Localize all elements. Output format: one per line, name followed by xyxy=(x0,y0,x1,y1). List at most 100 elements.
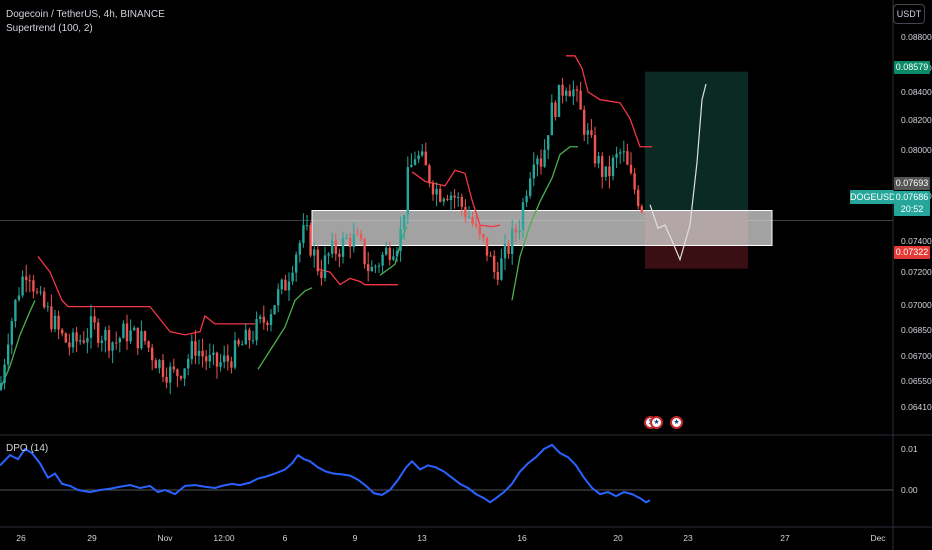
candle-body xyxy=(349,238,352,247)
candle-body xyxy=(478,226,481,235)
candle-body xyxy=(413,159,417,165)
indicator-label[interactable]: Supertrend (100, 2) xyxy=(6,23,93,34)
time-axis-label: 23 xyxy=(683,533,693,543)
candle-body xyxy=(572,89,575,97)
us-flag-event-icon[interactable]: ★ xyxy=(670,416,683,429)
dpo-label[interactable]: DPO (14) xyxy=(6,443,49,454)
time-axis-label: 13 xyxy=(417,533,427,543)
level-price-tag: 0.07693 xyxy=(894,177,930,190)
candle-body xyxy=(302,225,305,243)
support-zone-box xyxy=(311,210,773,246)
candle-body xyxy=(399,228,402,251)
candle-body xyxy=(53,315,57,330)
candle-body xyxy=(154,360,157,369)
candle-body xyxy=(298,242,301,255)
dpo-axis-label: 0.01 xyxy=(901,444,918,454)
candle-body xyxy=(507,243,510,255)
candle-body xyxy=(622,151,625,153)
candle-body xyxy=(115,342,118,344)
candle-body xyxy=(133,327,136,331)
candle-body xyxy=(269,314,273,326)
candle-body xyxy=(248,329,251,341)
candle-body xyxy=(244,329,247,345)
candle-body xyxy=(583,109,586,135)
candle-body xyxy=(233,340,237,368)
symbol-price-label: DOGEUSDT xyxy=(850,190,902,204)
supertrend-down-segment-7 xyxy=(566,55,652,148)
candle-body xyxy=(25,276,28,281)
candle-body xyxy=(97,322,100,343)
candle-body xyxy=(32,280,35,292)
candle-body xyxy=(197,350,201,356)
candle-body xyxy=(496,271,499,280)
candle-body xyxy=(262,316,265,323)
candle-body xyxy=(565,90,568,96)
candle-body xyxy=(172,366,175,370)
candle-body xyxy=(179,376,183,379)
candle-body xyxy=(320,271,323,279)
candle-body xyxy=(100,340,103,343)
currency-button[interactable]: USDT xyxy=(893,4,925,24)
price-axis-label: 0.08000 xyxy=(901,145,932,155)
candle-body xyxy=(316,249,319,272)
price-axis-label: 0.08400 xyxy=(901,87,932,97)
candle-body xyxy=(377,265,381,267)
candle-body xyxy=(388,247,391,260)
supertrend-down-segment-5 xyxy=(411,169,501,228)
candle-body xyxy=(305,225,309,227)
candle-body xyxy=(431,183,435,195)
candle-body xyxy=(287,281,291,291)
candle-body xyxy=(370,267,373,272)
candle-body xyxy=(212,352,215,355)
candle-body xyxy=(608,166,611,177)
candle-body xyxy=(539,158,543,167)
candle-body xyxy=(158,360,161,369)
candle-body xyxy=(453,195,456,198)
candle-body xyxy=(449,195,453,200)
candle-body xyxy=(597,156,600,164)
candle-body xyxy=(619,152,622,154)
candle-body xyxy=(568,90,571,97)
symbol-title[interactable]: Dogecoin / TetherUS, 4h, BINANCE xyxy=(6,9,165,20)
candle-body xyxy=(406,167,409,215)
candle-body xyxy=(435,188,438,195)
candle-body xyxy=(446,198,449,200)
candle-body xyxy=(259,316,262,320)
candle-body xyxy=(313,249,316,256)
candle-body xyxy=(125,323,129,342)
candle-body xyxy=(629,164,633,174)
candle-body xyxy=(237,340,240,345)
candle-body xyxy=(39,291,42,293)
candle-body xyxy=(511,228,514,255)
countdown-tag: 20:52 xyxy=(894,203,930,216)
price-axis-label: 0.06550 xyxy=(901,376,932,386)
candle-body xyxy=(500,258,503,280)
candle-body xyxy=(611,157,615,177)
candle-body xyxy=(57,315,60,330)
us-flag-event-icon[interactable]: ★ xyxy=(650,416,663,429)
candle-body xyxy=(187,359,190,369)
candle-body xyxy=(417,155,420,160)
candle-body xyxy=(327,253,330,256)
candle-body xyxy=(359,234,363,239)
candle-body xyxy=(529,178,532,196)
candle-body xyxy=(223,355,226,363)
candle-body xyxy=(93,316,96,323)
candle-body xyxy=(485,237,489,256)
candle-body xyxy=(86,337,89,343)
candle-body xyxy=(277,289,280,306)
candle-body xyxy=(3,364,6,384)
candle-body xyxy=(140,331,143,349)
candle-body xyxy=(151,347,154,361)
candle-body xyxy=(129,330,132,342)
candle-body xyxy=(637,189,640,207)
candle-body xyxy=(111,342,114,351)
candle-body xyxy=(68,342,71,348)
candle-body xyxy=(640,206,643,212)
candle-body xyxy=(403,214,406,229)
candle-body xyxy=(489,255,492,257)
candle-body xyxy=(601,156,604,177)
candle-body xyxy=(230,361,233,368)
supertrend-down-segment-1 xyxy=(37,256,255,336)
